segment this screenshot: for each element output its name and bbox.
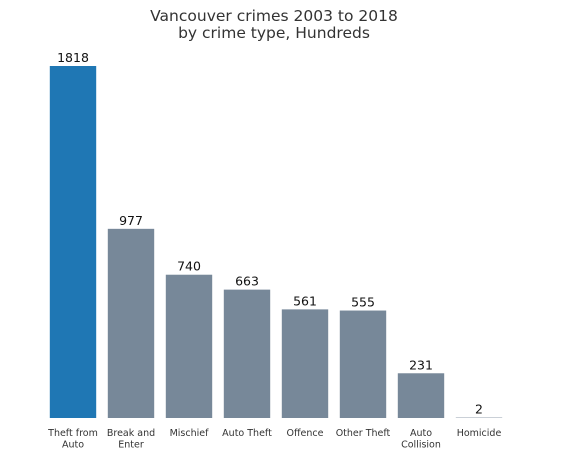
bar-value-label-6: 231: [409, 357, 433, 372]
x-tick-label-1-line-0: Break and: [107, 428, 155, 439]
x-tick-label-5-line-0: Other Theft: [336, 428, 391, 439]
x-tick-label-5: Other Theft: [336, 428, 391, 439]
chart-title-line-2: by crime type, Hundreds: [178, 24, 370, 42]
bar-value-labels: 1818 977 740 663 561 555 231 2: [57, 50, 483, 417]
bar-value-label-1: 977: [119, 213, 143, 228]
bar-5: [339, 310, 387, 418]
x-tick-label-7-line-0: Homicide: [457, 428, 502, 439]
x-tick-label-4: Offence: [287, 428, 324, 439]
chart-title: Vancouver crimes 2003 to 2018 by crime t…: [0, 8, 548, 42]
bar-value-label-7: 2: [475, 402, 483, 417]
x-tick-label-1: Break and Enter: [107, 428, 155, 451]
x-tick-label-4-line-0: Offence: [287, 428, 324, 439]
bar-value-label-2: 740: [177, 259, 201, 274]
x-tick-label-6-line-1: Collision: [401, 440, 441, 451]
bar-6: [397, 373, 445, 418]
x-tick-label-7: Homicide: [457, 428, 502, 439]
x-tick-label-3: Auto Theft: [222, 428, 272, 439]
bar-value-label-3: 663: [235, 274, 259, 289]
x-tick-label-0-line-1: Auto: [62, 440, 84, 451]
bar-1: [107, 228, 155, 418]
x-tick-label-6: Auto Collision: [401, 428, 441, 451]
bar-3: [223, 289, 271, 418]
bar-value-label-5: 555: [351, 295, 375, 310]
bar-0: [49, 66, 97, 418]
chart-title-line-1: Vancouver crimes 2003 to 2018: [150, 7, 398, 25]
bar-2: [165, 274, 213, 418]
bar-value-label-0: 1818: [57, 50, 89, 65]
x-tick-label-3-line-0: Auto Theft: [222, 428, 272, 439]
bar-value-label-4: 561: [293, 293, 317, 308]
bars-group: [49, 66, 503, 418]
x-tick-label-0: Theft from Auto: [47, 428, 98, 451]
x-tick-label-2-line-0: Mischief: [170, 428, 210, 439]
x-tick-label-1-line-1: Enter: [118, 440, 144, 451]
x-tick-label-0-line-0: Theft from: [47, 428, 98, 439]
bar-4: [281, 309, 329, 418]
x-tick-label-2: Mischief: [170, 428, 210, 439]
x-tick-label-6-line-0: Auto: [410, 428, 432, 439]
